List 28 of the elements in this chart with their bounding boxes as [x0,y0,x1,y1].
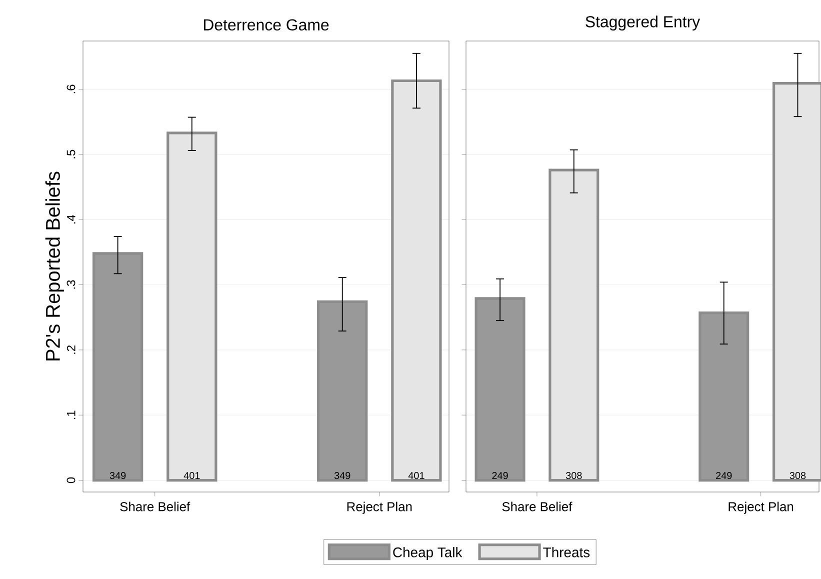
annotation: 401 [184,472,200,480]
bar [474,297,526,482]
y-tick-label: .6 [66,84,76,94]
x-tick-label: Reject Plan [347,502,412,514]
annotation: 349 [334,472,350,480]
bar [698,311,750,482]
annotation: 308 [566,472,582,480]
chart-title: Deterrence Game [204,19,329,30]
legend-label: Cheap Talk [393,547,462,560]
y-tick-label: .5 [66,150,76,158]
annotation: 308 [790,472,806,480]
y-axis-title: P2's Reported Beliefs [45,172,64,360]
annotation: 249 [716,472,732,480]
y-tick-label: .3 [66,280,76,289]
y-tick-label: 0 [66,477,76,484]
y-tick-label: .1 [67,410,76,419]
annotation: 401 [408,472,424,480]
y-tick-label: .2 [66,346,76,354]
y-tick-label: .4 [67,214,76,224]
annotation: 349 [110,472,126,480]
bar [317,300,368,482]
legend-label: Threats [543,547,590,558]
chart-title: Staggered Entry [586,16,700,31]
x-tick-label: Share Belief [502,502,572,512]
x-tick-label: Reject Plan [728,502,794,514]
annotation: 249 [492,472,508,480]
x-tick-label: Share Belief [120,502,190,512]
bar [92,252,144,482]
